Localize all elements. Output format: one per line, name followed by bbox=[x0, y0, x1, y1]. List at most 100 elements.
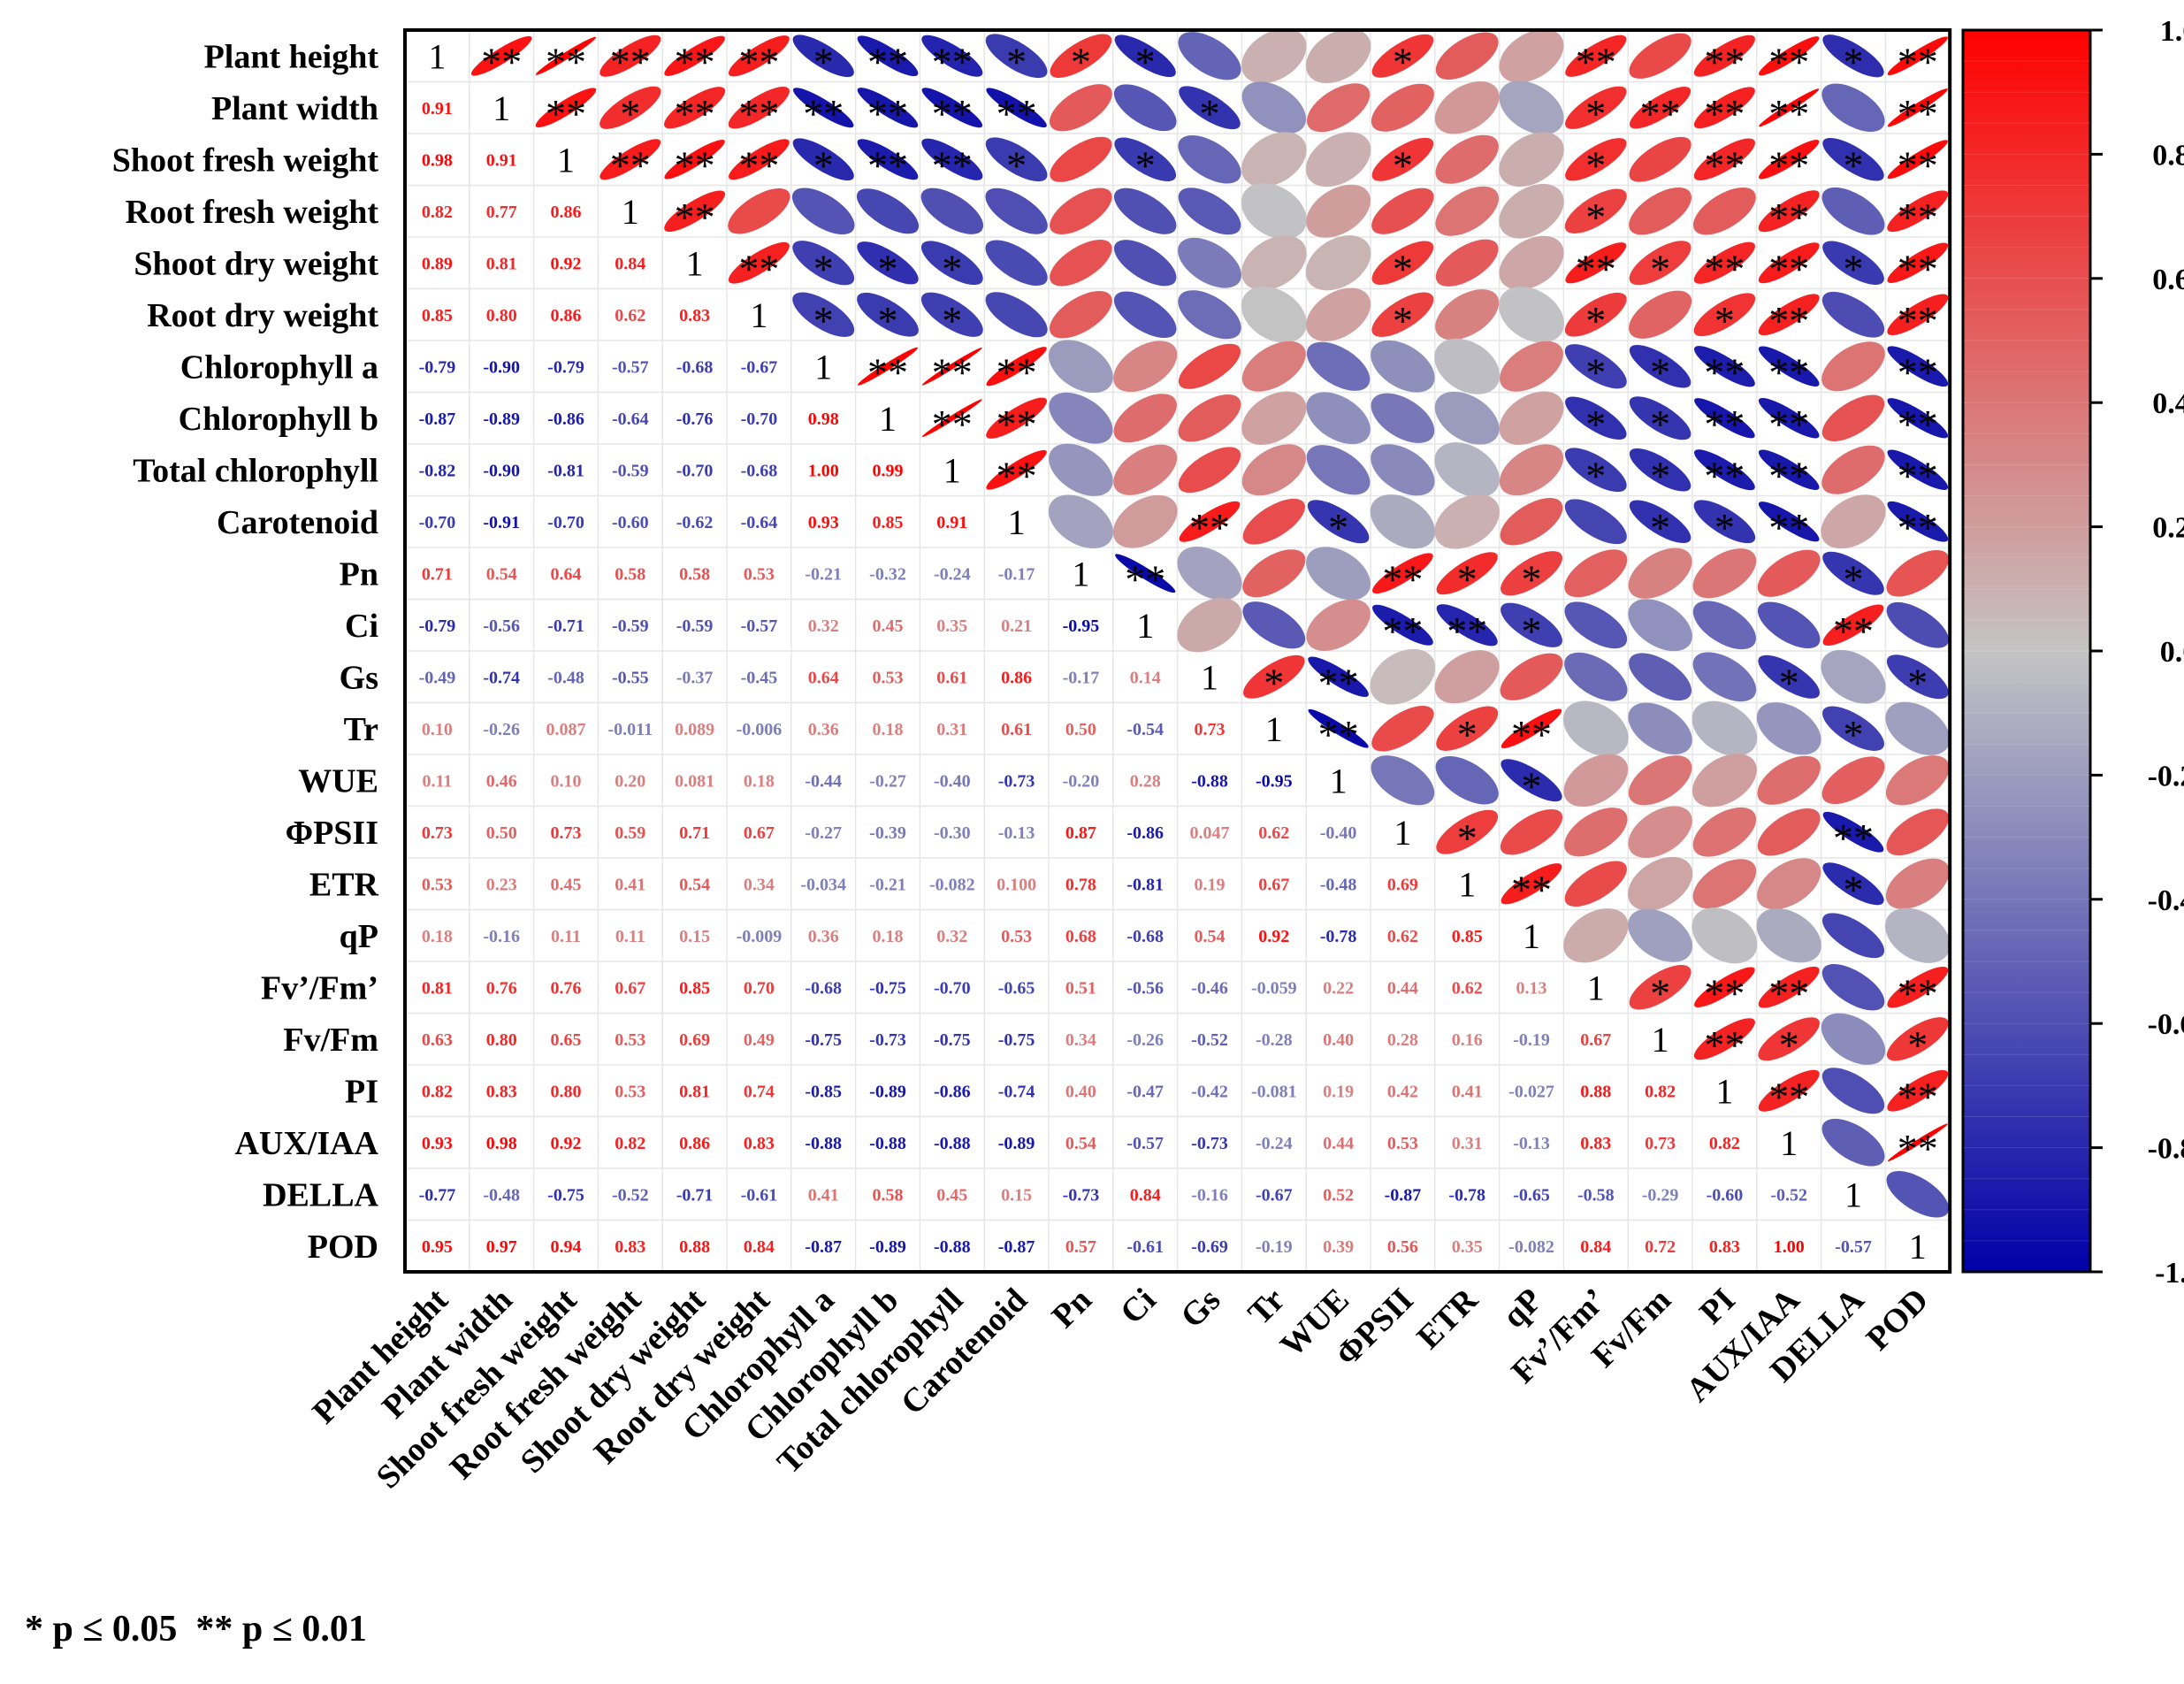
correlation-ellipse bbox=[1628, 908, 1693, 962]
correlation-ellipse bbox=[1564, 344, 1627, 389]
correlation-ellipse bbox=[1434, 494, 1500, 549]
coefficient-label: 0.28 bbox=[1130, 771, 1161, 791]
coefficient-label: 0.71 bbox=[422, 564, 453, 584]
significance-marker: * bbox=[1585, 298, 1606, 343]
correlation-ellipse bbox=[728, 35, 790, 77]
correlation-ellipse bbox=[1757, 755, 1821, 805]
coefficient-label: 0.81 bbox=[422, 978, 453, 998]
significance-marker: ** bbox=[1833, 815, 1874, 861]
significance-marker: ** bbox=[1704, 91, 1745, 136]
coefficient-label: 0.087 bbox=[546, 720, 586, 739]
correlation-ellipse bbox=[1629, 241, 1691, 286]
correlation-ellipse bbox=[1435, 32, 1499, 80]
significance-marker: ** bbox=[675, 142, 715, 188]
coefficient-label: 0.88 bbox=[679, 1237, 710, 1257]
coefficient-label: -0.37 bbox=[676, 668, 714, 687]
correlation-ellipse bbox=[728, 87, 790, 129]
coefficient-label: 0.49 bbox=[744, 1030, 775, 1050]
grid bbox=[404, 29, 1951, 1273]
coefficient-label: 0.10 bbox=[422, 720, 453, 739]
column-label-gs: Gs bbox=[1173, 1282, 1227, 1336]
significance-marker: ** bbox=[1768, 349, 1809, 394]
correlation-ellipse bbox=[1564, 861, 1627, 907]
correlation-ellipse bbox=[791, 188, 855, 235]
correlation-ellipse bbox=[1500, 341, 1563, 392]
correlation-ellipse bbox=[792, 292, 855, 337]
correlation-ellipse bbox=[1628, 806, 1692, 858]
coefficient-label: 0.73 bbox=[1645, 1134, 1676, 1153]
coefficient-label: -0.68 bbox=[741, 461, 778, 480]
diagonal-label: 1 bbox=[1008, 502, 1026, 542]
correlation-ellipse bbox=[1241, 28, 1307, 84]
coefficient-label: -0.91 bbox=[483, 513, 520, 532]
correlation-ellipse bbox=[1758, 398, 1820, 439]
correlation-ellipse bbox=[1434, 338, 1501, 394]
coefficient-label: 0.19 bbox=[1195, 875, 1226, 894]
significance-marker: ** bbox=[1898, 505, 1938, 550]
significance-marker: ** bbox=[1704, 246, 1745, 291]
correlation-ellipse bbox=[1691, 907, 1758, 964]
coefficient-label: 0.91 bbox=[936, 513, 967, 532]
coefficient-label: -0.90 bbox=[483, 461, 520, 480]
correlation-ellipse bbox=[1112, 494, 1178, 548]
coefficient-label: 0.18 bbox=[873, 927, 904, 946]
row-label-tr: Tr bbox=[344, 711, 379, 748]
coefficient-label: -0.88 bbox=[805, 1134, 842, 1153]
correlation-ellipse bbox=[1562, 700, 1629, 757]
significance-marker: ** bbox=[1898, 142, 1938, 188]
correlation-ellipse bbox=[1758, 190, 1820, 233]
coefficient-label: 0.35 bbox=[1452, 1237, 1483, 1257]
correlation-ellipse bbox=[986, 397, 1048, 439]
coefficient-label: 0.52 bbox=[1323, 1185, 1354, 1205]
correlation-ellipse bbox=[1821, 83, 1885, 132]
correlation-ellipse bbox=[1049, 340, 1113, 394]
significance-marker: ** bbox=[1125, 556, 1165, 601]
coefficient-label: 0.19 bbox=[1323, 1082, 1354, 1101]
coefficient-label: -0.45 bbox=[741, 668, 778, 687]
colorbar-tick-label: -0.80 bbox=[2148, 1133, 2184, 1166]
correlation-ellipse bbox=[1113, 394, 1177, 443]
row-label-della: DELLA bbox=[263, 1176, 378, 1213]
correlation-ellipse bbox=[1821, 964, 1885, 1011]
correlation-ellipse bbox=[1241, 286, 1307, 343]
correlation-ellipse bbox=[1241, 81, 1307, 134]
correlation-ellipse bbox=[1822, 811, 1884, 853]
correlation-ellipse bbox=[729, 139, 790, 180]
coefficient-label: -0.082 bbox=[929, 875, 975, 894]
correlation-ellipse bbox=[1887, 294, 1949, 335]
coefficient-label: -0.57 bbox=[612, 357, 649, 377]
coefficient-label: 0.83 bbox=[1709, 1237, 1740, 1257]
coefficient-label: 0.95 bbox=[422, 1237, 453, 1257]
diagonal-label: 1 bbox=[750, 295, 767, 335]
correlation-ellipse bbox=[1434, 391, 1500, 445]
diagonal-label: 1 bbox=[1458, 864, 1476, 904]
correlation-ellipse bbox=[1178, 290, 1241, 340]
coefficient-label: 0.53 bbox=[615, 1082, 645, 1101]
significance-marker: * bbox=[1393, 142, 1413, 188]
correlation-ellipse bbox=[1886, 1170, 1950, 1218]
coefficient-label: 0.98 bbox=[486, 1134, 517, 1153]
coefficient-label: -0.40 bbox=[934, 771, 971, 791]
coefficient-label: 0.98 bbox=[422, 150, 453, 170]
correlation-ellipse bbox=[1694, 449, 1755, 491]
significance-marker: ** bbox=[1768, 246, 1809, 291]
correlation-ellipse bbox=[599, 86, 661, 129]
significance-marker: ** bbox=[1704, 1022, 1745, 1068]
coefficient-label: 0.72 bbox=[1645, 1237, 1676, 1257]
row-label-fv-fm: Fv’/Fm’ bbox=[261, 969, 378, 1007]
correlation-ellipse bbox=[986, 88, 1047, 128]
row-labels: Plant height Plant width Shoot fresh weigh… bbox=[112, 38, 379, 1266]
correlation-ellipse bbox=[1178, 135, 1241, 184]
coefficient-label: 0.18 bbox=[873, 720, 904, 739]
significance-marker: ** bbox=[1768, 970, 1809, 1015]
coefficient-label: -0.87 bbox=[805, 1237, 842, 1257]
coefficient-label: -0.60 bbox=[612, 513, 649, 532]
coefficient-label: 0.82 bbox=[615, 1134, 645, 1153]
correlation-ellipse bbox=[728, 188, 790, 234]
correlation-ellipse bbox=[1371, 188, 1434, 234]
coefficient-label: -0.70 bbox=[934, 978, 971, 998]
correlation-ellipse bbox=[1305, 235, 1371, 291]
correlation-ellipse bbox=[1178, 343, 1241, 389]
significance-marker: ** bbox=[1704, 402, 1745, 447]
significance-marker: * bbox=[1522, 609, 1542, 654]
